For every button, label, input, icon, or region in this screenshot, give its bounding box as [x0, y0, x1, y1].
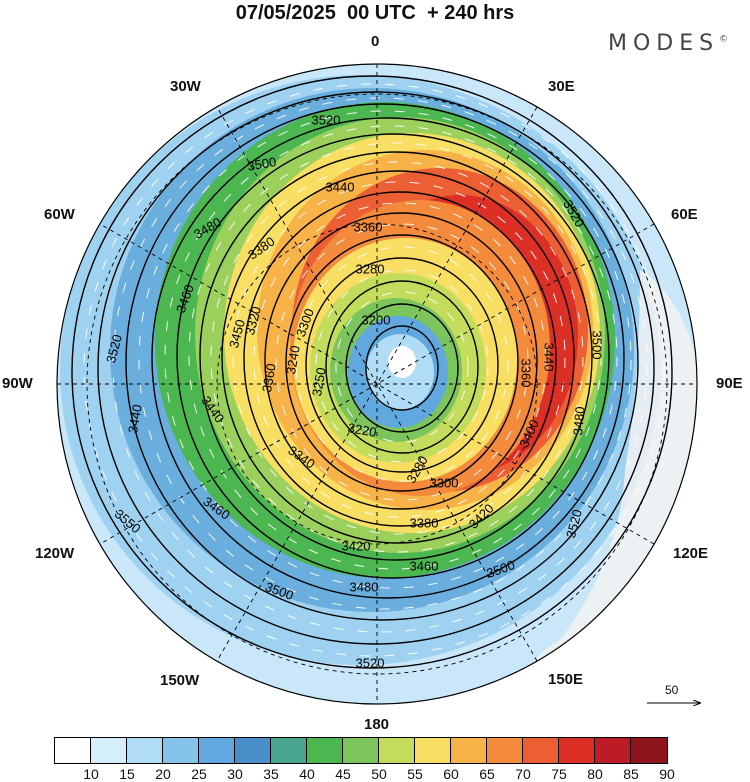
lon-label-90w: 90W	[2, 375, 33, 392]
colorbar-cell	[91, 738, 127, 763]
lon-label-150w: 150W	[160, 672, 200, 689]
colorbar-cell	[451, 738, 487, 763]
contour-label: 3500	[590, 331, 605, 360]
colorbar-cell	[595, 738, 631, 763]
vector-reference-label: 50	[665, 683, 679, 697]
graticule	[57, 64, 697, 704]
contour-label: 3440	[125, 403, 145, 434]
colorbar-tick-label: 40	[299, 766, 315, 782]
colorbar-cell	[163, 738, 199, 763]
colorbar-cell	[235, 738, 271, 763]
lon-label-30w: 30W	[170, 78, 201, 95]
contour-label: 3420	[342, 538, 371, 553]
contour-label: 3320	[242, 305, 264, 337]
colorbar-tick-label: 70	[515, 766, 531, 782]
contour-label: 3360	[259, 362, 279, 393]
colorbar-cell	[307, 738, 343, 763]
map-boundary	[56, 63, 698, 705]
contour-label: 3240	[283, 344, 303, 375]
colorbar-tick-label: 60	[443, 766, 459, 782]
colorbar-cell	[343, 738, 379, 763]
contour-label: 3220	[347, 420, 378, 440]
contour-label: 3520	[356, 655, 385, 670]
height-contours	[71, 75, 673, 669]
colorbar-cell	[415, 738, 451, 763]
contour-label: 3280	[356, 261, 385, 276]
colorbar-cell	[559, 738, 595, 763]
colorbar-tick-label: 20	[155, 766, 171, 782]
lon-label-90e: 90E	[716, 375, 743, 392]
lon-label-120w: 120W	[35, 545, 75, 562]
colorbar-tick-label: 45	[335, 766, 351, 782]
contour-label: 3520	[103, 333, 125, 365]
colorbar-cell	[523, 738, 559, 763]
colorbar-cell	[271, 738, 307, 763]
map-title: 07/05/2025 00 UTC + 240 hrs	[235, 2, 515, 24]
brand-logo: MODES©	[608, 31, 728, 56]
lon-label-30e: 30E	[548, 78, 575, 95]
contour-label: 3250	[309, 366, 329, 397]
contour-label: 3300	[430, 475, 459, 490]
lon-label-60w: 60W	[44, 206, 75, 223]
vector-reference-arrow	[647, 697, 705, 709]
contour-label: 3440	[542, 343, 557, 372]
colorbar-cell	[379, 738, 415, 763]
colorbar-tick-label: 75	[551, 766, 567, 782]
contour-label: 3360	[354, 219, 383, 234]
lon-label-180: 180	[364, 716, 390, 733]
colorbar-cell	[199, 738, 235, 763]
colorbar-tick-label: 35	[263, 766, 279, 782]
lon-label-150e: 150E	[548, 671, 584, 688]
contour-label: 3520	[312, 112, 341, 127]
colorbar-tick-label: 90	[659, 766, 675, 782]
band-inner-10	[388, 346, 416, 378]
contour-label: 3500	[246, 154, 277, 174]
colorbar-tick-label: 50	[371, 766, 387, 782]
contour-label: 3480	[350, 579, 379, 594]
contour-label: 3520	[563, 508, 585, 540]
colorbar-tick-label: 85	[623, 766, 639, 782]
contour-label: 3380	[410, 515, 439, 530]
contour-label: 3440	[326, 179, 355, 194]
contour-label: 3460	[410, 558, 439, 573]
contour-label: 3450	[226, 318, 248, 350]
colorbar-tick-label: 80	[587, 766, 603, 782]
lon-label-60e: 60E	[671, 206, 698, 223]
colorbar-cell	[631, 738, 667, 763]
lon-label-120e: 120E	[673, 545, 709, 562]
colorbar-cell	[127, 738, 163, 763]
colorbar-tick-label: 25	[191, 766, 207, 782]
colorbar	[54, 737, 668, 764]
contour-label: 3360	[519, 359, 534, 388]
colorbar-cell	[55, 738, 91, 763]
colorbar-tick-label: 55	[407, 766, 423, 782]
colorbar-tick-label: 30	[227, 766, 243, 782]
brand-mark: ©	[719, 34, 729, 45]
wind-vectors	[83, 83, 665, 657]
colorbar-tick-label: 15	[119, 766, 135, 782]
colorbar-tick-label: 65	[479, 766, 495, 782]
lon-label-0: 0	[371, 33, 380, 50]
contour-label: 3480	[570, 406, 587, 436]
brand-name: MODES	[608, 31, 720, 56]
colorbar-tick-label: 10	[83, 766, 99, 782]
contour-label: 3200	[362, 312, 391, 327]
colorbar-cell	[487, 738, 523, 763]
